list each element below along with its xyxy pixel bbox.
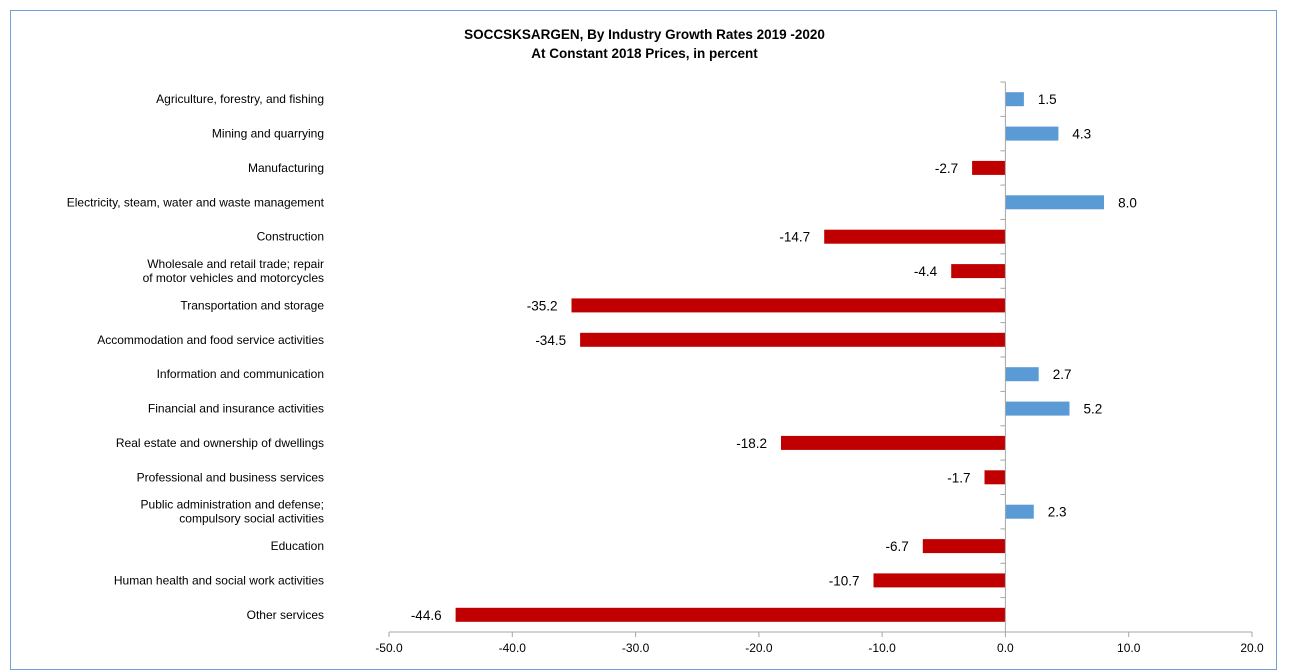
category-label: Financial and insurance activities bbox=[148, 402, 324, 416]
data-label: 2.3 bbox=[1048, 505, 1067, 520]
bar bbox=[972, 160, 1006, 175]
data-label: 2.7 bbox=[1053, 367, 1072, 382]
tick-label: -20.0 bbox=[745, 641, 773, 655]
category-label: Education bbox=[271, 539, 324, 553]
data-label: -18.2 bbox=[736, 436, 767, 451]
category-label-line: Accommodation and food service activitie… bbox=[97, 333, 324, 347]
category-label: Wholesale and retail trade; repair of mot… bbox=[143, 257, 324, 285]
bar bbox=[824, 229, 1006, 244]
bar bbox=[1005, 367, 1039, 382]
data-label: -6.7 bbox=[886, 539, 909, 554]
category-label-line: Wholesale and retail trade; repair bbox=[147, 257, 324, 271]
data-label: -34.5 bbox=[535, 333, 566, 348]
category-label-line: Professional and business services bbox=[137, 470, 324, 484]
category-label-line: Education bbox=[271, 539, 324, 553]
category-label: Accommodation and food service activitie… bbox=[97, 333, 324, 347]
data-label: -2.7 bbox=[935, 161, 958, 176]
category-label-line: Electricity, steam, water and waste mana… bbox=[67, 195, 325, 209]
data-label: -14.7 bbox=[779, 230, 810, 245]
bar bbox=[922, 539, 1006, 554]
category-label-line: Mining and quarrying bbox=[212, 127, 324, 141]
data-label: -35.2 bbox=[527, 298, 558, 313]
data-label: 4.3 bbox=[1072, 127, 1091, 142]
labels-group: 1.5 Agriculture, forestry, and fishing 4.3… bbox=[67, 92, 1264, 655]
data-label: -10.7 bbox=[829, 573, 860, 588]
tick-label: -50.0 bbox=[375, 641, 403, 655]
category-label-line: Information and communication bbox=[157, 367, 324, 381]
data-label: -4.4 bbox=[914, 264, 938, 279]
category-label: Electricity, steam, water and waste mana… bbox=[67, 195, 325, 209]
category-label-line: Other services bbox=[247, 608, 324, 622]
category-label: Real estate and ownership of dwellings bbox=[116, 436, 324, 450]
category-label: Other services bbox=[247, 608, 324, 622]
bar bbox=[781, 435, 1006, 450]
tick-label: -30.0 bbox=[622, 641, 650, 655]
category-label-line: Agriculture, forestry, and fishing bbox=[156, 92, 324, 106]
category-label: Professional and business services bbox=[137, 470, 324, 484]
bar bbox=[1005, 401, 1070, 416]
tick-label: -40.0 bbox=[499, 641, 527, 655]
category-label-line: Real estate and ownership of dwellings bbox=[116, 436, 324, 450]
category-label-line: compulsory social activities bbox=[179, 512, 324, 526]
data-label: -1.7 bbox=[947, 470, 970, 485]
category-label-line: Transportation and storage bbox=[180, 298, 324, 312]
category-label-line: Public administration and defense; bbox=[141, 498, 324, 512]
data-label: 8.0 bbox=[1118, 195, 1137, 210]
category-label: Human health and social work activities bbox=[114, 573, 324, 587]
data-label: -44.6 bbox=[411, 608, 442, 623]
category-label: Transportation and storage bbox=[180, 298, 324, 312]
category-label: Manufacturing bbox=[248, 161, 324, 175]
tick-label: -10.0 bbox=[868, 641, 896, 655]
category-label-line: Human health and social work activities bbox=[114, 573, 324, 587]
tick-label: 10.0 bbox=[1117, 641, 1141, 655]
bar bbox=[455, 607, 1006, 622]
bar bbox=[571, 298, 1006, 313]
category-label-line: Construction bbox=[257, 230, 324, 244]
category-label: Construction bbox=[257, 230, 324, 244]
bar bbox=[873, 573, 1006, 588]
bar bbox=[1005, 195, 1104, 210]
category-label: Information and communication bbox=[157, 367, 324, 381]
data-label: 1.5 bbox=[1038, 92, 1057, 107]
axes-group bbox=[388, 81, 1253, 637]
bar bbox=[951, 264, 1006, 279]
chart-title: SOCCSKSARGEN, By Industry Growth Rates 2… bbox=[464, 27, 825, 42]
category-label: Public administration and defense; compul… bbox=[141, 498, 324, 526]
data-label: 5.2 bbox=[1084, 402, 1103, 417]
category-label: Mining and quarrying bbox=[212, 127, 324, 141]
chart-subtitle: At Constant 2018 Prices, in percent bbox=[531, 46, 758, 61]
category-label: Agriculture, forestry, and fishing bbox=[156, 92, 324, 106]
category-label-line: of motor vehicles and motorcycles bbox=[143, 271, 324, 285]
bar bbox=[1005, 504, 1034, 519]
tick-label: 0.0 bbox=[997, 641, 1014, 655]
bar bbox=[1005, 92, 1024, 107]
bars-group bbox=[455, 92, 1104, 622]
category-label-line: Manufacturing bbox=[248, 161, 324, 175]
bar bbox=[984, 470, 1006, 485]
bar bbox=[1005, 126, 1059, 141]
category-label-line: Financial and insurance activities bbox=[148, 402, 324, 416]
bar bbox=[580, 332, 1006, 347]
tick-label: 20.0 bbox=[1240, 641, 1264, 655]
